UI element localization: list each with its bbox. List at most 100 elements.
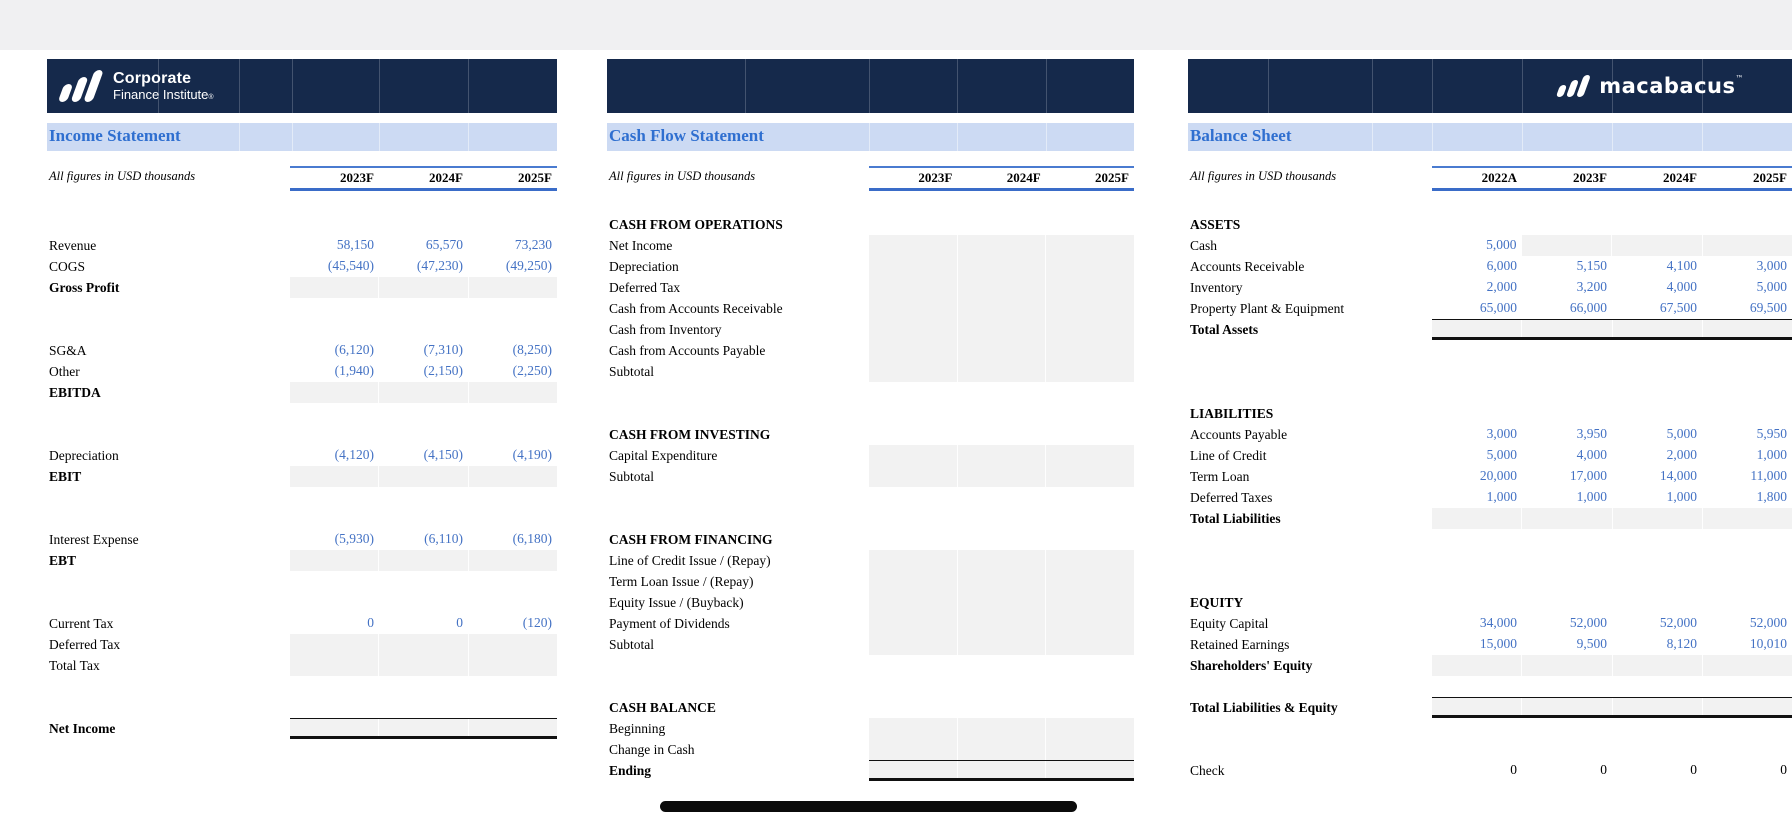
- input-cell[interactable]: [869, 571, 957, 592]
- input-cell[interactable]: [467, 466, 557, 487]
- input-cell[interactable]: [956, 466, 1046, 487]
- value-cell[interactable]: (7,310): [423, 342, 463, 357]
- value-cell[interactable]: 52,000: [1659, 615, 1697, 630]
- input-cell[interactable]: [869, 718, 957, 739]
- input-cell[interactable]: [1432, 320, 1522, 337]
- input-cell[interactable]: [1045, 634, 1135, 655]
- value-cell[interactable]: 52,000: [1749, 615, 1787, 630]
- value-cell[interactable]: 2,000: [1486, 279, 1517, 294]
- input-cell[interactable]: [956, 361, 1046, 382]
- input-cell[interactable]: [956, 613, 1046, 634]
- input-cell[interactable]: [1045, 235, 1135, 256]
- input-cell[interactable]: [467, 550, 557, 571]
- input-cell[interactable]: [1701, 320, 1792, 337]
- value-cell[interactable]: 17,000: [1569, 468, 1607, 483]
- input-cell[interactable]: [956, 718, 1046, 739]
- input-cell[interactable]: [956, 256, 1046, 277]
- input-cell[interactable]: [467, 634, 557, 655]
- input-cell[interactable]: [1045, 466, 1135, 487]
- value-cell[interactable]: 5,950: [1756, 426, 1787, 441]
- input-cell[interactable]: [378, 277, 468, 298]
- input-cell[interactable]: [956, 277, 1046, 298]
- input-cell[interactable]: [378, 466, 468, 487]
- input-cell[interactable]: [869, 466, 957, 487]
- value-cell[interactable]: 3,000: [1756, 258, 1787, 273]
- input-cell[interactable]: [1611, 508, 1702, 529]
- input-cell[interactable]: [1521, 655, 1612, 676]
- value-cell[interactable]: 73,230: [514, 237, 552, 252]
- value-cell[interactable]: (49,250): [505, 258, 552, 273]
- value-cell[interactable]: (6,110): [424, 531, 463, 546]
- input-cell[interactable]: [956, 235, 1046, 256]
- input-cell[interactable]: [956, 319, 1046, 340]
- value-cell[interactable]: 8,120: [1666, 636, 1697, 651]
- value-cell[interactable]: (6,180): [512, 531, 552, 546]
- input-cell[interactable]: [290, 719, 379, 736]
- value-cell[interactable]: (47,230): [416, 258, 463, 273]
- input-cell[interactable]: [956, 571, 1046, 592]
- value-cell[interactable]: 65,570: [425, 237, 463, 252]
- input-cell[interactable]: [1045, 361, 1135, 382]
- input-cell[interactable]: [1611, 320, 1702, 337]
- input-cell[interactable]: [1521, 235, 1611, 256]
- input-cell[interactable]: [1045, 298, 1135, 319]
- input-cell[interactable]: [1521, 320, 1612, 337]
- input-cell[interactable]: [467, 277, 557, 298]
- value-cell[interactable]: 0: [456, 615, 463, 630]
- value-cell[interactable]: 4,000: [1666, 279, 1697, 294]
- value-cell[interactable]: 0: [1690, 762, 1697, 777]
- input-cell[interactable]: [869, 634, 957, 655]
- input-cell[interactable]: [378, 634, 468, 655]
- value-cell[interactable]: 52,000: [1569, 615, 1607, 630]
- value-cell[interactable]: 2,000: [1666, 447, 1697, 462]
- value-cell[interactable]: (6,120): [334, 342, 374, 357]
- input-cell[interactable]: [1611, 235, 1702, 256]
- value-cell[interactable]: (4,190): [512, 447, 552, 462]
- input-cell[interactable]: [1045, 613, 1135, 634]
- input-cell[interactable]: [956, 592, 1046, 613]
- input-cell[interactable]: [869, 256, 957, 277]
- value-cell[interactable]: 0: [367, 615, 374, 630]
- value-cell[interactable]: 5,000: [1486, 447, 1517, 462]
- input-cell[interactable]: [1045, 718, 1135, 739]
- input-cell[interactable]: [467, 382, 557, 403]
- input-cell[interactable]: [956, 550, 1046, 571]
- value-cell[interactable]: 34,000: [1479, 615, 1517, 630]
- input-cell[interactable]: [1701, 698, 1792, 715]
- input-cell[interactable]: [290, 655, 379, 676]
- input-cell[interactable]: [869, 319, 957, 340]
- value-cell[interactable]: (2,150): [423, 363, 463, 378]
- input-cell[interactable]: [956, 634, 1046, 655]
- value-cell[interactable]: 5,150: [1576, 258, 1607, 273]
- value-cell[interactable]: (8,250): [512, 342, 552, 357]
- input-cell[interactable]: [1045, 571, 1135, 592]
- input-cell[interactable]: [1045, 340, 1135, 361]
- input-cell[interactable]: [956, 761, 1046, 778]
- input-cell[interactable]: [1611, 698, 1702, 715]
- input-cell[interactable]: [869, 277, 957, 298]
- value-cell[interactable]: (1,940): [334, 363, 374, 378]
- input-cell[interactable]: [1045, 739, 1135, 760]
- input-cell[interactable]: [1045, 761, 1135, 778]
- input-cell[interactable]: [467, 655, 557, 676]
- input-cell[interactable]: [869, 550, 957, 571]
- input-cell[interactable]: [290, 382, 379, 403]
- input-cell[interactable]: [1701, 508, 1792, 529]
- input-cell[interactable]: [869, 613, 957, 634]
- input-cell[interactable]: [1701, 655, 1792, 676]
- input-cell[interactable]: [1611, 655, 1702, 676]
- value-cell[interactable]: 0: [1510, 762, 1517, 777]
- value-cell[interactable]: 5,000: [1756, 279, 1787, 294]
- value-cell[interactable]: 58,150: [336, 237, 374, 252]
- input-cell[interactable]: [1521, 698, 1612, 715]
- input-cell[interactable]: [1701, 235, 1792, 256]
- input-cell[interactable]: [1432, 508, 1522, 529]
- input-cell[interactable]: [378, 719, 468, 736]
- value-cell[interactable]: 3,200: [1576, 279, 1607, 294]
- value-cell[interactable]: 6,000: [1486, 258, 1517, 273]
- value-cell[interactable]: 4,100: [1666, 258, 1697, 273]
- input-cell[interactable]: [869, 761, 957, 778]
- input-cell[interactable]: [869, 592, 957, 613]
- value-cell[interactable]: 3,000: [1486, 426, 1517, 441]
- input-cell[interactable]: [869, 235, 957, 256]
